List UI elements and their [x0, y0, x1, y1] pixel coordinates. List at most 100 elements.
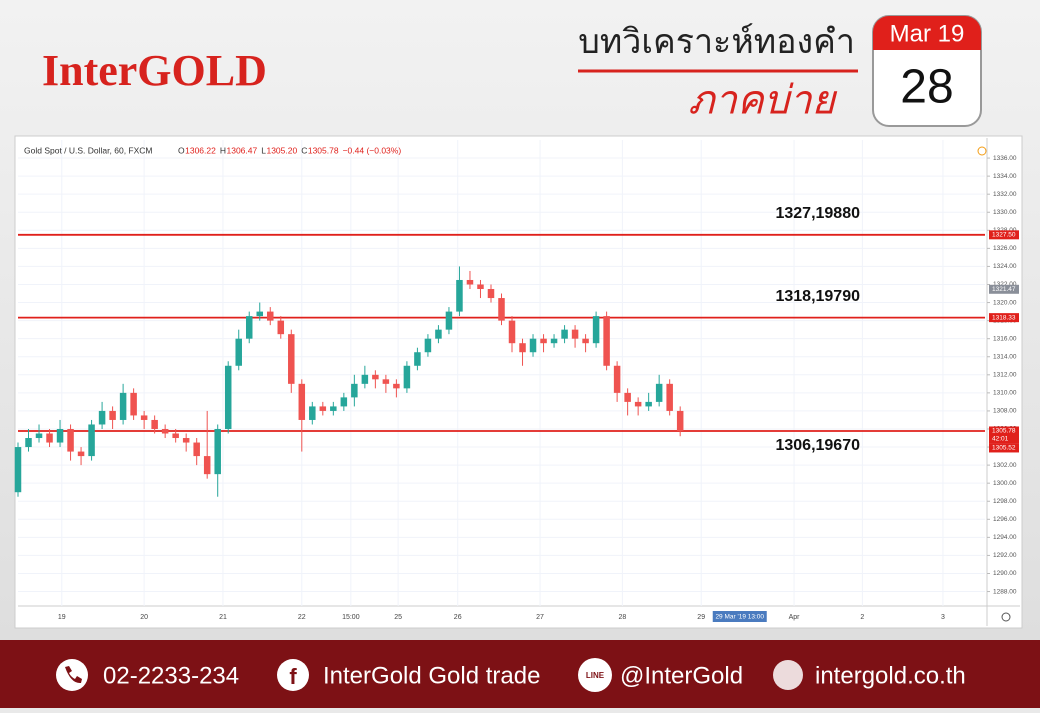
phone-icon	[56, 659, 88, 691]
candle-body	[676, 410, 684, 431]
y-tick-label: 1300.00	[993, 480, 1017, 487]
x-tick-label: 15:00	[342, 614, 360, 621]
y-tick-label: 1332.00	[993, 191, 1017, 198]
candle-body	[98, 410, 106, 425]
y-tick-label: 1326.00	[993, 245, 1017, 252]
x-tick-label: 19	[58, 614, 66, 621]
y-tick-label: 1292.00	[993, 552, 1017, 559]
y-tick-label: 1288.00	[993, 588, 1017, 595]
title: บทวิเคราะห์ทองคำ	[578, 23, 855, 61]
price-tag-label: 1327.50	[992, 232, 1016, 239]
candle-body	[655, 383, 663, 402]
plot: 1288.00 1290.00 1292.00 1294.00 1296.00 1298.…	[14, 140, 1019, 622]
y-tick-label: 1290.00	[993, 570, 1017, 577]
candle-body	[235, 338, 242, 366]
candle-body	[403, 365, 411, 389]
candle-body	[645, 401, 652, 407]
candle-body	[498, 298, 505, 321]
candle-body	[571, 329, 579, 339]
candle-body	[435, 329, 442, 339]
ohlc-legend: Gold Spot / U.S. Dollar, 60, FXCM O 1306.…	[24, 145, 401, 155]
x-tick-label: 25	[394, 614, 402, 621]
candle-body	[151, 419, 158, 429]
candle-body	[77, 451, 85, 457]
info-icon	[977, 146, 987, 156]
y-tick-label: 1298.00	[993, 498, 1017, 505]
facebook-icon	[277, 659, 309, 691]
footer	[0, 640, 1040, 708]
h-line-annotation: 1327,19880	[775, 205, 860, 222]
candle-body	[666, 383, 673, 411]
calendar-top	[873, 16, 981, 50]
ohlc-item: L	[261, 145, 266, 155]
candle-body	[319, 406, 327, 411]
candle-body	[224, 365, 232, 429]
candle-body	[288, 334, 295, 384]
symbol: Gold Spot / U.S. Dollar, 60, FXCM	[24, 145, 153, 155]
price-tag	[989, 426, 1019, 436]
candle-body	[424, 338, 432, 353]
candle-body	[56, 428, 64, 443]
candle-body	[140, 415, 148, 420]
candle-body	[445, 311, 453, 330]
y-tick-label: 1294.00	[993, 534, 1017, 541]
y-tick-label: 1308.00	[993, 408, 1017, 415]
y-tick-label: 1296.00	[993, 516, 1017, 523]
candle-body	[203, 456, 211, 475]
candle-body	[477, 284, 484, 290]
y-tick-label: 1314.00	[993, 353, 1017, 360]
candle-body	[634, 401, 642, 407]
candle-body	[161, 428, 169, 434]
settings-icon	[1001, 612, 1011, 622]
candle-body	[67, 428, 74, 452]
price-tag	[989, 443, 1019, 453]
ohlc-item: −0.44 (−0.03%)	[343, 145, 402, 155]
calendar-month: Mar 19	[890, 20, 965, 47]
candle-body	[561, 329, 568, 339]
price-tag	[989, 313, 1019, 323]
web-icon	[773, 660, 803, 690]
y-tick-label: 1324.00	[993, 263, 1017, 270]
candle-body	[256, 311, 264, 317]
line-badge: LINE	[586, 671, 605, 680]
candle-body	[298, 383, 306, 420]
ohlc-item: C	[301, 145, 307, 155]
candle-body	[414, 352, 421, 366]
x-tick-label: 3	[941, 614, 945, 621]
candle-body	[624, 392, 631, 402]
y-tick-label: 1320.00	[993, 299, 1017, 306]
h-line-annotation: 1306,19670	[775, 437, 860, 454]
y-tick-label: 1316.00	[993, 335, 1017, 342]
facebook: InterGold Gold trade	[323, 662, 540, 689]
candle-body	[172, 433, 179, 439]
candle-body	[130, 392, 137, 416]
y-tick-label: 1334.00	[993, 173, 1017, 180]
candle-body	[540, 338, 547, 344]
x-tick-label: Apr	[789, 614, 801, 621]
candle-body	[582, 338, 589, 344]
candle-body	[109, 410, 116, 420]
price-tag-label: 1318.33	[992, 314, 1016, 321]
y-tick-label: 1310.00	[993, 390, 1017, 397]
candle-body	[466, 279, 474, 285]
x-tick-label: 20	[140, 614, 148, 621]
price-tag	[989, 284, 1019, 294]
candle-body	[245, 316, 253, 339]
candle-body	[550, 338, 558, 344]
phone: 02-2233-234	[103, 662, 239, 689]
candle-body	[88, 424, 95, 457]
subtitle: ภาคบ่าย	[688, 79, 837, 123]
candle-body	[46, 433, 53, 443]
price-tag	[989, 434, 1019, 444]
candle-body	[267, 311, 274, 321]
candle-body	[330, 406, 337, 411]
h-line-annotation: 1318,19790	[775, 288, 860, 305]
x-tick-label: 22	[298, 614, 306, 621]
x-tick-label: 2	[860, 614, 864, 621]
phone-glyph	[65, 666, 82, 684]
x-tick-label: 21	[219, 614, 227, 621]
y-tick-label: 1312.00	[993, 372, 1017, 379]
candle-body	[603, 316, 610, 366]
